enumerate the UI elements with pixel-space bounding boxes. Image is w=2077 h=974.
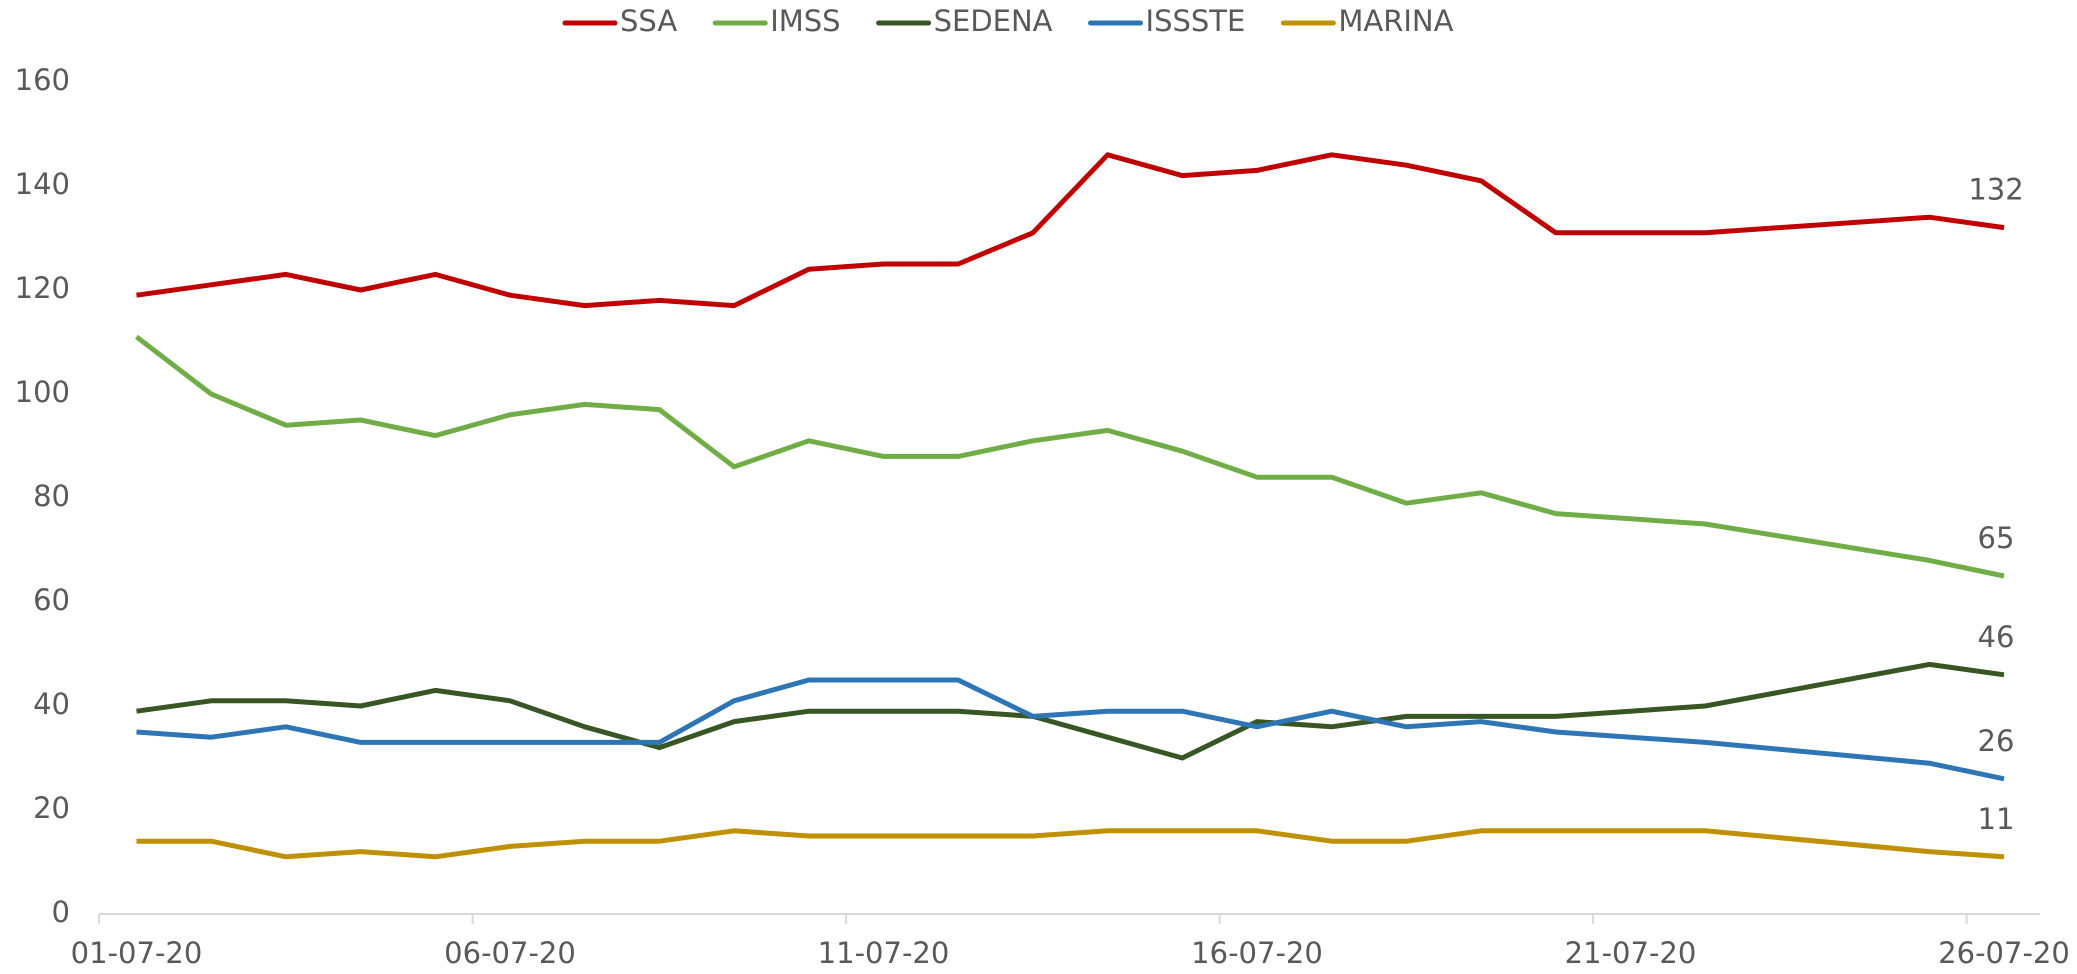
series-line xyxy=(134,334,2005,579)
x-tick-label: 11-07-20 xyxy=(818,936,950,970)
y-tick-label: 120 xyxy=(15,271,70,305)
y-tick-label: 160 xyxy=(15,63,70,97)
y-tick-label: 20 xyxy=(33,791,70,825)
x-tick-label: 01-07-20 xyxy=(71,936,203,970)
x-tick-label: 06-07-20 xyxy=(444,936,576,970)
series-line xyxy=(136,677,2005,782)
data-label: 46 xyxy=(1978,620,2015,654)
y-tick-label: 140 xyxy=(15,167,70,201)
legend-label: SEDENA xyxy=(934,4,1053,38)
data-label: 11 xyxy=(1978,802,2015,836)
legend-label: MARINA xyxy=(1338,4,1453,38)
legend-label: ISSSTE xyxy=(1146,4,1246,38)
y-tick-label: 60 xyxy=(33,583,70,617)
data-label: 132 xyxy=(1968,173,2023,207)
x-tick-label: 26-07-20 xyxy=(1938,936,2070,970)
data-label: 26 xyxy=(1978,724,2015,758)
y-tick-label: 100 xyxy=(15,375,70,409)
legend-label: IMSS xyxy=(770,4,840,38)
y-tick-label: 0 xyxy=(52,895,70,929)
series-line xyxy=(136,661,2005,761)
data-label: 65 xyxy=(1978,521,2015,555)
x-tick-label: 16-07-20 xyxy=(1191,936,1323,970)
legend-label: SSA xyxy=(620,4,677,38)
y-tick-label: 40 xyxy=(33,687,70,721)
x-tick-label: 21-07-20 xyxy=(1565,936,1697,970)
series-line xyxy=(136,152,2005,309)
series-line xyxy=(136,828,2005,860)
y-tick-label: 80 xyxy=(33,479,70,513)
